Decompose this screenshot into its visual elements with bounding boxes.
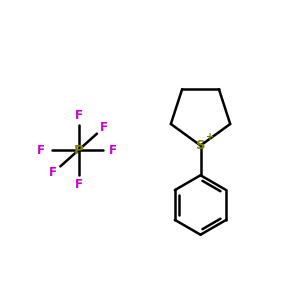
Text: F: F — [75, 178, 83, 191]
Text: F: F — [37, 143, 45, 157]
Text: F: F — [100, 121, 108, 134]
Text: P: P — [74, 143, 83, 157]
Text: F: F — [75, 109, 83, 122]
Text: +: + — [206, 132, 214, 142]
Text: F: F — [49, 166, 57, 179]
Text: F: F — [109, 143, 117, 157]
Text: S: S — [196, 139, 205, 152]
